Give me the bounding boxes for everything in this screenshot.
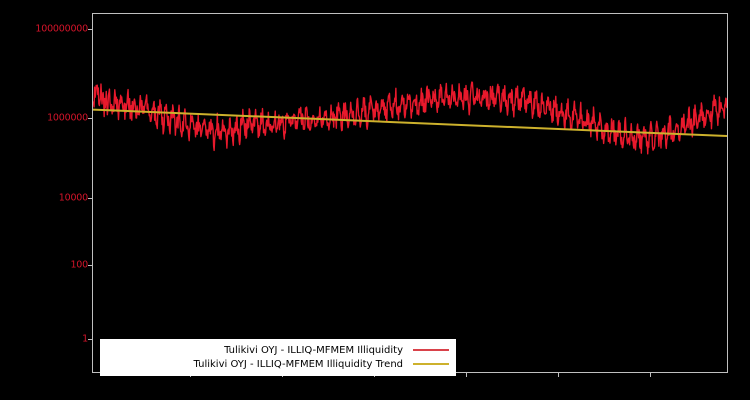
legend-swatch-trend-icon bbox=[413, 363, 449, 365]
y-tick-mark bbox=[88, 339, 92, 340]
x-tick-mark bbox=[650, 373, 651, 377]
x-tick-mark bbox=[466, 373, 467, 377]
chart-legend: Tulikivi OYJ - ILLIQ-MFMEM Illiquidity T… bbox=[100, 339, 456, 376]
y-tick-mark bbox=[88, 265, 92, 266]
y-tick-label-1: 1 bbox=[82, 333, 88, 345]
plot-area bbox=[92, 13, 728, 373]
illiquidity-series-line bbox=[93, 81, 727, 155]
x-tick-mark bbox=[558, 373, 559, 377]
legend-swatch-series-icon bbox=[413, 349, 449, 351]
chart-canvas bbox=[93, 81, 727, 155]
y-tick-label-10000: 10000 bbox=[58, 192, 88, 204]
y-tick-mark bbox=[88, 198, 92, 199]
y-tick-label-100: 100 bbox=[70, 259, 88, 271]
legend-entry-series: Tulikivi OYJ - ILLIQ-MFMEM Illiquidity bbox=[107, 343, 449, 357]
legend-entry-trend: Tulikivi OYJ - ILLIQ-MFMEM Illiquidity T… bbox=[107, 357, 449, 371]
y-tick-label-100000000: 100000000 bbox=[35, 23, 88, 35]
y-tick-mark bbox=[88, 118, 92, 119]
legend-label-series: Tulikivi OYJ - ILLIQ-MFMEM Illiquidity bbox=[224, 344, 403, 356]
legend-label-trend: Tulikivi OYJ - ILLIQ-MFMEM Illiquidity T… bbox=[193, 358, 403, 370]
y-tick-mark bbox=[88, 29, 92, 30]
y-tick-label-1000000: 1000000 bbox=[47, 112, 88, 124]
y-axis-tick-labels: 100000000 1000000 10000 100 1 bbox=[0, 0, 88, 400]
illiquidity-trend-line bbox=[93, 108, 727, 138]
